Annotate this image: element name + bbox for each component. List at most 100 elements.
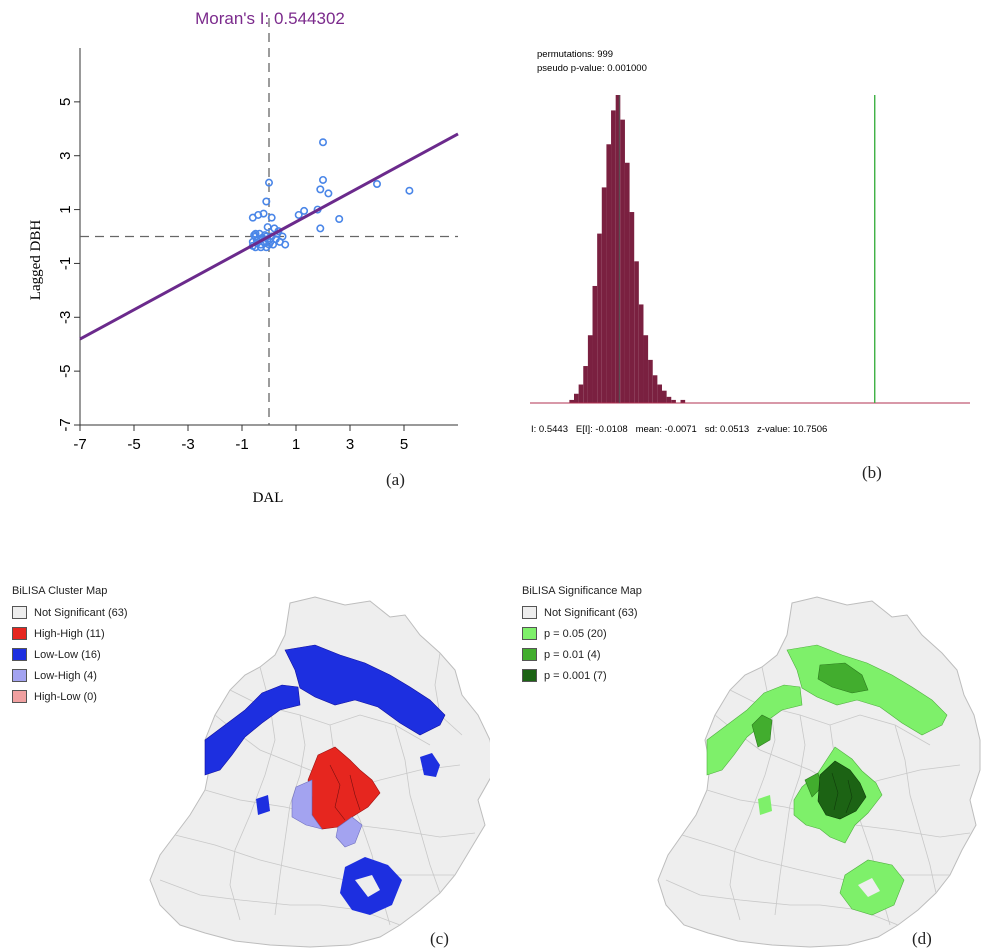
regression-line [79, 132, 459, 341]
y-tick-label: -3 [57, 311, 74, 324]
y-tick-label: -7 [57, 418, 74, 431]
x-tick-label: 5 [400, 436, 408, 453]
scatter-point [316, 224, 325, 233]
histogram-bar [587, 335, 593, 403]
panel-label-c: (c) [430, 929, 449, 948]
legend-swatch [12, 669, 27, 682]
low-low-region [420, 753, 440, 777]
y-tick-label: -1 [57, 257, 74, 270]
histogram-bar [648, 359, 653, 403]
legend-label: p = 0.001 (7) [544, 669, 607, 682]
legend-label: p = 0.05 (20) [544, 627, 607, 640]
cluster-legend-title: BiLISA Cluster Map [12, 585, 108, 597]
legend-label: Low-Low (16) [34, 648, 101, 661]
scatter-point [251, 232, 260, 241]
histogram-bar [643, 335, 649, 403]
x-axis-label: DAL [253, 490, 284, 506]
y-tick-label: 3 [57, 152, 74, 160]
scatter-point [259, 209, 268, 218]
scatter-point [324, 189, 333, 198]
low-high-region [335, 816, 363, 848]
scatter-point [264, 178, 273, 187]
legend-label: p = 0.01 (4) [544, 648, 601, 661]
p05-region [758, 795, 772, 815]
low-low-region [284, 644, 446, 736]
histogram-bar [662, 390, 667, 403]
scatter-point [294, 210, 303, 219]
histogram-bar [657, 384, 662, 403]
legend-swatch [12, 690, 27, 703]
legend-swatch [522, 669, 537, 682]
permutation-histogram-panel: permutations: 999 pseudo p-value: 0.0010… [500, 0, 982, 510]
legend-swatch [12, 627, 27, 640]
legend-item: Low-Low (16) [12, 646, 128, 663]
scatter-point [316, 185, 325, 194]
low-low-region [204, 684, 301, 776]
panel-label-a: (a) [386, 470, 405, 489]
p001-region [817, 760, 867, 820]
histogram-bar [671, 399, 676, 403]
panel-label-b: (b) [862, 463, 882, 482]
legend-item: High-Low (0) [12, 688, 128, 705]
x-tick-label: -3 [181, 436, 194, 453]
legend-swatch [522, 606, 537, 619]
significance-map-legend: BiLISA Significance Map Not Significant … [522, 585, 642, 688]
y-tick-label: -5 [57, 364, 74, 377]
x-tick-label: -7 [73, 436, 86, 453]
y-tick-label: 5 [57, 98, 74, 106]
p01-region [817, 662, 869, 694]
histogram-bar [634, 261, 639, 403]
cluster-map-legend: BiLISA Cluster Map Not Significant (63) … [12, 585, 128, 709]
scatter-point [281, 240, 290, 249]
histogram-bar [601, 187, 607, 403]
scatter-point [318, 175, 327, 184]
histogram-bar [611, 110, 616, 404]
scatter-point [300, 206, 309, 215]
scatter-point [335, 214, 344, 223]
histogram-stats-text: I: 0.5443 E[I]: -0.0108 mean: -0.0071 sd… [531, 424, 827, 435]
legend-label: Not Significant (63) [544, 606, 638, 619]
scatter-point [267, 213, 276, 222]
scatter-point [318, 138, 327, 147]
permutations-text: permutations: 999 [537, 49, 613, 60]
histogram-bar [597, 233, 602, 403]
scatter-point [405, 186, 414, 195]
legend-label: Not Significant (63) [34, 606, 128, 619]
legend-item: p = 0.001 (7) [522, 667, 642, 684]
scatter-point [262, 197, 271, 206]
legend-swatch [522, 627, 537, 640]
histogram-bar [629, 212, 635, 403]
significance-legend-title: BiLISA Significance Map [522, 585, 642, 597]
legend-item: Low-High (4) [12, 667, 128, 684]
scatter-point [264, 240, 273, 249]
scatter-title: Moran's I: 0.544302 [195, 9, 345, 28]
histogram-bar [666, 396, 672, 403]
legend-item: High-High (11) [12, 625, 128, 642]
pvalue-text: pseudo p-value: 0.001000 [537, 63, 647, 74]
x-tick-label: 1 [292, 436, 300, 453]
permutation-histogram: permutations: 999 pseudo p-value: 0.0010… [530, 49, 970, 435]
x-tick-label: -5 [127, 436, 140, 453]
histogram-bar [680, 399, 686, 403]
legend-item: Not Significant (63) [12, 604, 128, 621]
y-tick-label: 1 [57, 205, 74, 213]
scatter-point [263, 223, 272, 232]
panel-label-d: (d) [912, 929, 932, 948]
histogram-bar [624, 162, 630, 403]
legend-swatch [522, 648, 537, 661]
scatter-point [256, 243, 265, 252]
legend-item: p = 0.01 (4) [522, 646, 642, 663]
legend-item: p = 0.05 (20) [522, 625, 642, 642]
histogram-bar [620, 119, 625, 403]
significance-map-panel: BiLISA Significance Map Not Significant … [500, 575, 982, 951]
histogram-bar [583, 366, 588, 403]
histogram-bar [638, 304, 644, 403]
moran-scatter-plot: Moran's I: 0.544302 -7 -5 -3 -1 1 3 5 -7 -5 -3 -1… [28, 9, 459, 506]
scatter-point [372, 179, 381, 188]
legend-label: High-High (11) [34, 627, 105, 640]
p01-region [751, 714, 773, 748]
legend-item: Not Significant (63) [522, 604, 642, 621]
histogram-bar [578, 384, 584, 403]
y-axis-label: Lagged DBH [28, 220, 44, 301]
histogram-bar [652, 375, 658, 403]
